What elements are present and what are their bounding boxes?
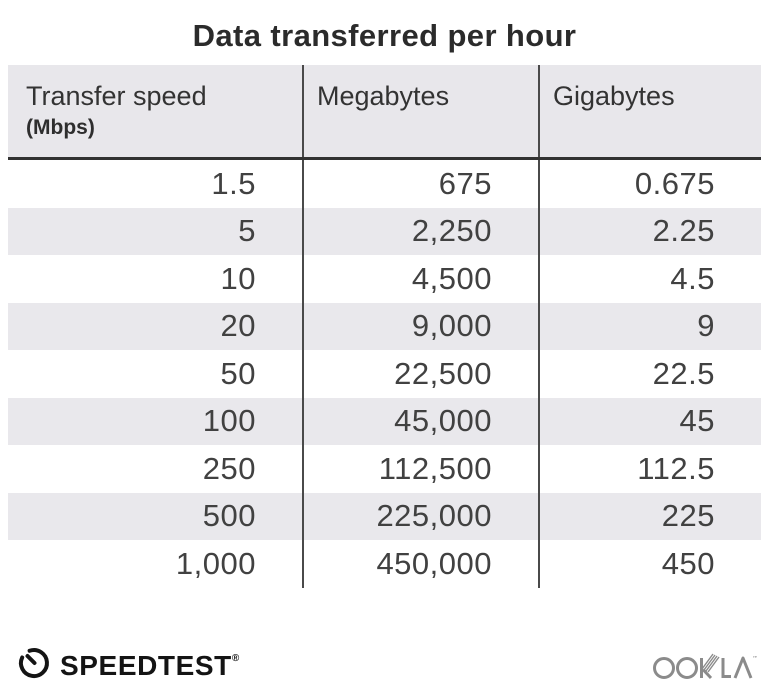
column-header-unit: (Mbps) xyxy=(26,116,95,139)
cell-gigabytes: 22.5 xyxy=(538,350,761,398)
cell-megabytes: 112,500 xyxy=(302,445,538,493)
cell-speed: 1,000 xyxy=(8,540,302,588)
speedtest-logo: SPEEDTEST® xyxy=(16,645,240,686)
cell-megabytes: 450,000 xyxy=(302,540,538,588)
cell-gigabytes: 45 xyxy=(538,397,761,445)
speedtest-wordmark-text: SPEEDTEST xyxy=(60,649,232,681)
cell-speed: 500 xyxy=(8,492,302,540)
ookla-logo: ™ xyxy=(653,645,759,690)
speedtest-wordmark: SPEEDTEST® xyxy=(60,650,240,682)
table-row: 1,000 450,000 450 xyxy=(8,540,761,588)
cell-megabytes: 22,500 xyxy=(302,350,538,398)
table-row: 10 4,500 4.5 xyxy=(8,255,761,303)
data-table: Transfer speed (Mbps) Megabytes Gigabyte… xyxy=(8,65,761,588)
page-title: Data transferred per hour xyxy=(192,18,577,53)
cell-gigabytes: 9 xyxy=(538,302,761,350)
cell-gigabytes: 450 xyxy=(538,540,761,588)
cell-speed: 5 xyxy=(8,207,302,255)
column-header-transfer-speed: Transfer speed (Mbps) xyxy=(8,65,302,157)
cell-speed: 100 xyxy=(8,397,302,445)
table-body: 1.5 675 0.675 5 2,250 2.25 10 4,500 4.5 … xyxy=(8,160,761,588)
trademark-mark: ™ xyxy=(752,655,757,663)
cell-megabytes: 225,000 xyxy=(302,492,538,540)
cell-megabytes: 45,000 xyxy=(302,397,538,445)
cell-speed: 20 xyxy=(8,302,302,350)
column-header-megabytes: Megabytes xyxy=(302,65,538,157)
cell-megabytes: 2,250 xyxy=(302,207,538,255)
ookla-wordmark-icon: ™ xyxy=(653,653,759,680)
table-row: 20 9,000 9 xyxy=(8,302,761,350)
cell-speed: 250 xyxy=(8,445,302,493)
table-row: 100 45,000 45 xyxy=(8,397,761,445)
cell-gigabytes: 225 xyxy=(538,492,761,540)
column-header-label: Transfer speed xyxy=(26,81,207,111)
table-row: 1.5 675 0.675 xyxy=(8,160,761,208)
table-header-row: Transfer speed (Mbps) Megabytes Gigabyte… xyxy=(8,65,761,160)
cell-speed: 50 xyxy=(8,350,302,398)
cell-megabytes: 675 xyxy=(302,160,538,208)
speedtest-gauge-icon xyxy=(16,645,52,686)
cell-megabytes: 9,000 xyxy=(302,302,538,350)
table-row: 5 2,250 2.25 xyxy=(8,207,761,255)
registered-mark: ® xyxy=(231,652,240,664)
column-header-gigabytes: Gigabytes xyxy=(538,65,761,157)
cell-speed: 10 xyxy=(8,255,302,303)
table-row: 250 112,500 112.5 xyxy=(8,445,761,493)
cell-speed: 1.5 xyxy=(8,160,302,208)
table-row: 50 22,500 22.5 xyxy=(8,350,761,398)
table-row: 500 225,000 225 xyxy=(8,492,761,540)
cell-gigabytes: 4.5 xyxy=(538,255,761,303)
cell-gigabytes: 2.25 xyxy=(538,207,761,255)
cell-gigabytes: 0.675 xyxy=(538,160,761,208)
cell-gigabytes: 112.5 xyxy=(538,445,761,493)
cell-megabytes: 4,500 xyxy=(302,255,538,303)
